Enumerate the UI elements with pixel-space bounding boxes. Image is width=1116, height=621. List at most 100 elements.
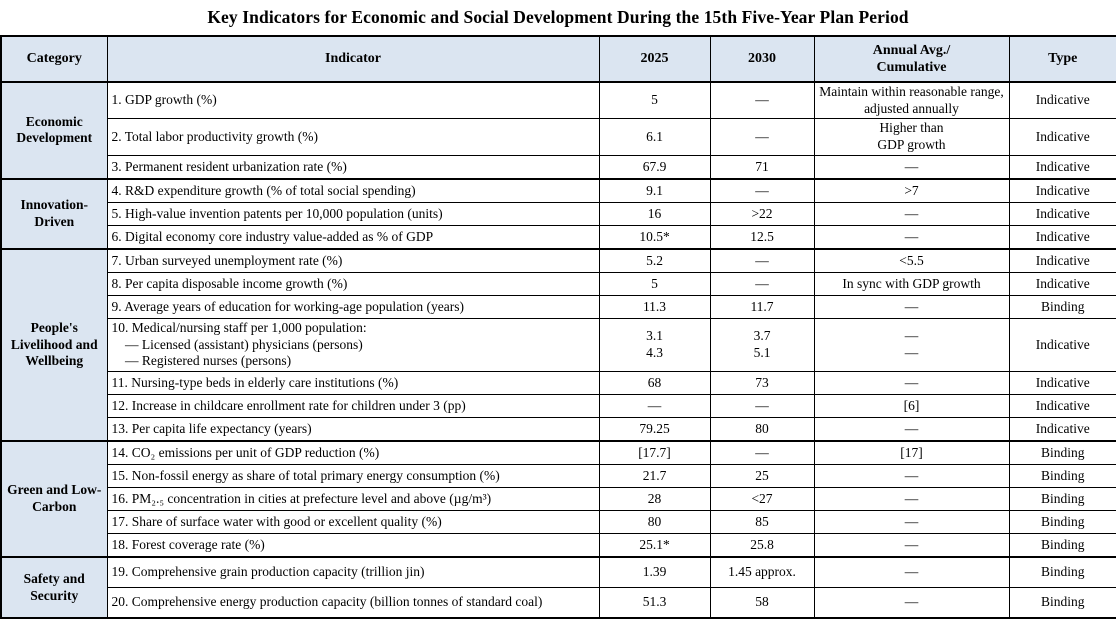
table-row: 20. Comprehensive energy production capa… xyxy=(1,587,1116,619)
value-2030-cell: 12.5 xyxy=(709,224,815,250)
value-2030-cell: >22 xyxy=(709,201,815,226)
table-row: 11. Nursing-type beds in elderly care in… xyxy=(1,371,1116,396)
indicator-cell: 13. Per capita life expectancy (years) xyxy=(106,417,600,442)
value-2025-cell: 67.9 xyxy=(598,154,711,180)
type-cell: Indicative xyxy=(1008,394,1116,419)
annual-avg-cell: Higher than GDP growth xyxy=(813,118,1010,156)
type-cell: Binding xyxy=(1008,464,1116,489)
indicator-cell: 19. Comprehensive grain production capac… xyxy=(106,556,600,589)
value-2030-cell: 3.7 5.1 xyxy=(709,317,815,373)
indicator-cell: 15. Non-fossil energy as share of total … xyxy=(106,464,600,489)
table-row: Economic Development 1. GDP growth (%) 5— M… xyxy=(0,81,1116,180)
page-title: Key Indicators for Economic and Social D… xyxy=(207,7,909,27)
annual-avg-cell: — xyxy=(813,154,1010,180)
value-2025-cell: 51.3 xyxy=(598,587,711,619)
value-2030-cell: 71 xyxy=(709,154,815,180)
indicator-cell: 9. Average years of education for workin… xyxy=(106,294,600,319)
value-2030-cell: 11.7 xyxy=(709,294,815,319)
value-2030-cell: 25.8 xyxy=(709,533,815,558)
type-cell: Binding xyxy=(1008,487,1116,512)
annual-avg-cell: — xyxy=(813,510,1010,535)
header-2025: 2025 xyxy=(598,35,711,83)
type-cell: Indicative xyxy=(1008,247,1116,273)
type-cell: Indicative xyxy=(1008,177,1116,203)
value-2030-cell: 58 xyxy=(709,587,815,619)
indicator-cell: 10. Medical/nursing staff per 1,000 popu… xyxy=(106,317,600,373)
annual-avg-cell: — xyxy=(813,587,1010,619)
table-header-row: Category Indicator 2025 2030 Annual Avg.… xyxy=(0,35,1116,83)
value-2025-cell: 10.5* xyxy=(598,224,711,250)
type-cell: Binding xyxy=(1008,510,1116,535)
value-2030-cell: — xyxy=(709,81,815,120)
value-2025-cell: 80 xyxy=(598,510,711,535)
indicator-cell: 5. High-value invention patents per 10,0… xyxy=(106,201,600,226)
annual-avg-cell: — xyxy=(813,371,1010,396)
type-cell: Indicative xyxy=(1008,154,1116,180)
type-cell: Indicative xyxy=(1008,417,1116,442)
value-2030-cell: 73 xyxy=(709,371,815,396)
header-type: Type xyxy=(1008,35,1116,83)
indicator-cell: 3. Permanent resident urbanization rate … xyxy=(106,154,600,180)
header-category: Category xyxy=(0,35,108,83)
table-row: Innovation-Driven 4. R&D expenditure grow… xyxy=(0,177,1116,250)
indicator-cell: 12. Increase in childcare enrollment rat… xyxy=(106,394,600,419)
type-cell: Binding xyxy=(1008,587,1116,619)
category-cell: Economic Development xyxy=(0,81,108,180)
table-row: People's Livelihood and Wellbeing 7. Urba… xyxy=(0,247,1116,442)
value-2025-cell: 9.1 xyxy=(598,177,711,203)
annual-avg-cell: — xyxy=(813,201,1010,226)
table-row: 15. Non-fossil energy as share of total … xyxy=(1,464,1116,489)
type-cell: Binding xyxy=(1008,556,1116,589)
value-2030-cell: 85 xyxy=(709,510,815,535)
value-2030-cell: 25 xyxy=(709,464,815,489)
value-2025-cell: 3.1 4.3 xyxy=(598,317,711,373)
annual-avg-cell: — — xyxy=(813,317,1010,373)
value-2025-cell: 21.7 xyxy=(598,464,711,489)
value-2030-cell: — xyxy=(709,394,815,419)
type-cell: Indicative xyxy=(1008,224,1116,250)
indicator-cell: 4. R&D expenditure growth (% of total so… xyxy=(106,177,600,203)
annual-avg-cell: In sync with GDP growth xyxy=(813,271,1010,296)
indicator-cell: 1. GDP growth (%) xyxy=(106,81,600,120)
type-cell: Binding xyxy=(1008,440,1116,466)
type-cell: Binding xyxy=(1008,533,1116,558)
indicator-cell: 8. Per capita disposable income growth (… xyxy=(106,271,600,296)
type-cell: Indicative xyxy=(1008,271,1116,296)
category-cell: Green and Low-Carbon xyxy=(0,440,108,558)
indicator-cell: 17. Share of surface water with good or … xyxy=(106,510,600,535)
indicator-table: Category Indicator 2025 2030 Annual Avg.… xyxy=(0,35,1116,620)
value-2025-cell: 28 xyxy=(598,487,711,512)
table-row: 5. High-value invention patents per 10,0… xyxy=(1,201,1116,226)
header-indicator: Indicator xyxy=(106,35,600,83)
indicator-cell: 11. Nursing-type beds in elderly care in… xyxy=(106,371,600,396)
category-cell: Safety and Security xyxy=(0,556,108,619)
table-row: 3. Permanent resident urbanization rate … xyxy=(1,154,1116,180)
value-2030-cell: — xyxy=(709,177,815,203)
indicator-cell: 14. CO₂ emissions per unit of GDP reduct… xyxy=(106,440,600,466)
indicator-cell: 6. Digital economy core industry value-a… xyxy=(106,224,600,250)
annual-avg-cell: >7 xyxy=(813,177,1010,203)
table-row: Safety and Security 19. Comprehensive gra… xyxy=(0,556,1116,619)
annual-avg-cell: — xyxy=(813,487,1010,512)
type-cell: Indicative xyxy=(1008,371,1116,396)
value-2025-cell: [17.7] xyxy=(598,440,711,466)
category-cell: People's Livelihood and Wellbeing xyxy=(0,247,108,442)
value-2030-cell: 80 xyxy=(709,417,815,442)
table-row: 16. PM₂.₅ concentration in cities at pre… xyxy=(1,487,1116,512)
annual-avg-cell: — xyxy=(813,224,1010,250)
value-2025-cell: 1.39 xyxy=(598,556,711,589)
indicator-cell: 2. Total labor productivity growth (%) xyxy=(106,118,600,156)
table-row: 9. Average years of education for workin… xyxy=(1,294,1116,319)
annual-avg-cell: — xyxy=(813,464,1010,489)
value-2030-cell: — xyxy=(709,247,815,273)
indicator-table-body: Economic Development 1. GDP growth (%) 5— M… xyxy=(0,81,1116,619)
category-cell: Innovation-Driven xyxy=(0,177,108,250)
table-row: 2. Total labor productivity growth (%) 6.… xyxy=(1,118,1116,156)
type-cell: Indicative xyxy=(1008,317,1116,373)
value-2025-cell: 16 xyxy=(598,201,711,226)
type-cell: Indicative xyxy=(1008,118,1116,156)
annual-avg-cell: [6] xyxy=(813,394,1010,419)
header-annual-avg-cumulative: Annual Avg./ Cumulative xyxy=(813,35,1010,83)
table-row: 13. Per capita life expectancy (years) 79… xyxy=(1,417,1116,442)
table-row: Green and Low-Carbon 14. CO₂ emissions pe… xyxy=(0,440,1116,558)
